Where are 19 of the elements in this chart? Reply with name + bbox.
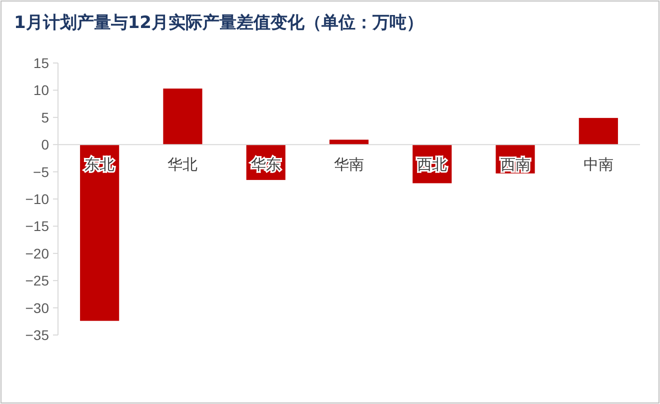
y-tick-label: −30	[25, 300, 50, 316]
y-tick-label: −20	[25, 245, 50, 262]
y-tick-label: 5	[41, 109, 50, 126]
y-tick-label: −5	[33, 164, 50, 180]
y-tick-label: −10	[25, 191, 50, 207]
x-tick-label: 西北	[417, 156, 448, 174]
chart-title: 1月计划产量与12月实际产量差值变化（单位：万吨）	[14, 13, 424, 33]
y-tick-label: −35	[25, 327, 50, 343]
x-tick-label: 华南	[334, 156, 364, 174]
y-tick-label: 10	[33, 82, 50, 98]
x-tick-label: 华东	[250, 156, 281, 174]
x-tick-label: 西南	[500, 156, 530, 174]
y-tick-label: −15	[25, 218, 50, 234]
x-tick-label: 中南	[583, 156, 614, 174]
x-tick-label: 华北	[168, 156, 198, 174]
x-tick-label: 东北	[84, 156, 115, 174]
y-tick-label: 15	[33, 55, 50, 71]
y-tick-label: −25	[25, 272, 50, 289]
y-tick-label: 0	[41, 136, 50, 153]
